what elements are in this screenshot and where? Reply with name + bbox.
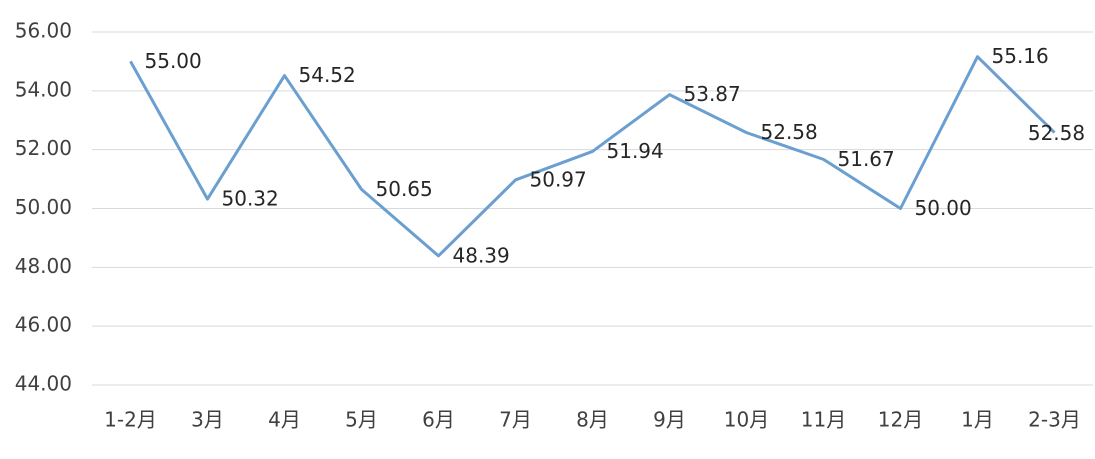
y-tick-label: 48.00 xyxy=(15,254,72,278)
x-tick-label: 6月 xyxy=(422,408,455,432)
data-label: 55.00 xyxy=(145,49,202,73)
x-tick-label: 10月 xyxy=(724,408,769,432)
y-tick-label: 44.00 xyxy=(15,372,72,396)
x-tick-label: 1月 xyxy=(961,408,994,432)
data-label: 51.94 xyxy=(607,139,664,163)
x-tick-label: 2-3月 xyxy=(1028,408,1081,432)
y-tick-label: 50.00 xyxy=(15,195,72,219)
data-label: 52.58 xyxy=(761,120,818,144)
x-tick-label: 9月 xyxy=(653,408,686,432)
data-label: 50.97 xyxy=(530,167,587,191)
y-tick-label: 54.00 xyxy=(15,77,72,101)
data-label: 55.16 xyxy=(992,44,1049,68)
data-label: 54.52 xyxy=(299,63,356,87)
data-label: 50.00 xyxy=(915,196,972,220)
y-tick-label: 52.00 xyxy=(15,136,72,160)
x-tick-label: 4月 xyxy=(268,408,301,432)
x-tick-label: 12月 xyxy=(878,408,923,432)
data-label: 52.58 xyxy=(1028,121,1085,145)
data-label: 50.65 xyxy=(376,177,433,201)
data-line xyxy=(129,55,1056,258)
x-tick-label: 8月 xyxy=(576,408,609,432)
data-label: 51.67 xyxy=(838,147,895,171)
x-tick-label: 1-2月 xyxy=(104,408,157,432)
data-label: 53.87 xyxy=(684,82,741,106)
y-tick-label: 56.00 xyxy=(15,19,72,43)
x-tick-label: 7月 xyxy=(499,408,532,432)
x-tick-label: 5月 xyxy=(345,408,378,432)
data-label: 50.32 xyxy=(222,187,279,211)
x-tick-label: 11月 xyxy=(801,408,846,432)
y-tick-label: 46.00 xyxy=(15,313,72,337)
x-tick-label: 3月 xyxy=(191,408,224,432)
data-label: 48.39 xyxy=(453,243,510,267)
